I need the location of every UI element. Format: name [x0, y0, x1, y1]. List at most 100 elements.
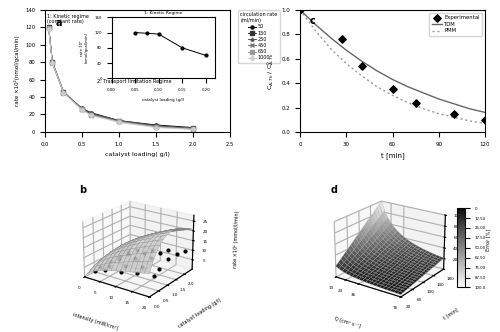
250 [79, 107, 85, 111]
Experimental [481, 117, 489, 123]
Text: d: d [330, 185, 338, 195]
450 [116, 120, 122, 124]
50 [88, 111, 94, 115]
650 [88, 113, 94, 117]
650 [79, 107, 85, 111]
450 [79, 107, 85, 111]
Text: a: a [56, 18, 62, 28]
Legend: Experimental, TDM, PMM: Experimental, TDM, PMM [429, 13, 482, 36]
Experimental [338, 37, 345, 42]
TDM [359, 59, 365, 63]
TDM [436, 97, 442, 101]
PMM [466, 119, 472, 123]
TDM [297, 8, 303, 12]
Line: 450: 450 [47, 27, 195, 130]
1000 [88, 113, 94, 117]
650 [190, 127, 196, 131]
1000 [60, 91, 66, 95]
TDM [405, 85, 411, 89]
TDM [312, 23, 318, 27]
Line: PMM: PMM [300, 10, 485, 124]
50 [116, 119, 122, 123]
250 [116, 119, 122, 123]
150 [50, 60, 56, 64]
Y-axis label: rate ×10²(nmol/gcal/min): rate ×10²(nmol/gcal/min) [14, 36, 20, 106]
50 [50, 61, 56, 65]
1000 [79, 108, 85, 112]
650 [46, 26, 52, 30]
150 [79, 107, 85, 111]
TDM [420, 91, 426, 95]
Line: 250: 250 [47, 26, 195, 130]
TDM [390, 77, 396, 81]
250 [60, 90, 66, 94]
Line: TDM: TDM [300, 10, 485, 113]
TDM [482, 111, 488, 115]
PMM [297, 8, 303, 12]
Experimental [412, 100, 420, 105]
PMM [405, 101, 411, 105]
450 [88, 113, 94, 117]
PMM [436, 112, 442, 116]
Y-axis label: C$_{A,Tk}$ / C$^0_{A, Tk}$: C$_{A,Tk}$ / C$^0_{A, Tk}$ [266, 52, 276, 90]
450 [153, 125, 159, 129]
150 [46, 25, 52, 29]
Line: 150: 150 [47, 26, 195, 130]
Line: 1000: 1000 [47, 28, 195, 131]
TDM [344, 48, 349, 52]
TDM [328, 36, 334, 40]
450 [46, 26, 52, 30]
X-axis label: Q [cm³ s⁻¹]: Q [cm³ s⁻¹] [334, 316, 360, 328]
150 [88, 112, 94, 116]
Legend: 50, 150, 250, 450, 650, 1000: 50, 150, 250, 450, 650, 1000 [238, 10, 280, 63]
650 [60, 91, 66, 95]
250 [153, 124, 159, 128]
Text: c: c [310, 16, 315, 26]
PMM [312, 29, 318, 33]
450 [190, 126, 196, 130]
PMM [390, 93, 396, 97]
PMM [344, 62, 349, 66]
Text: 1: Kinetic regime
(constant rate): 1: Kinetic regime (constant rate) [47, 14, 88, 25]
Text: b: b [79, 185, 86, 195]
650 [50, 61, 56, 65]
X-axis label: intensity (mW/cm²): intensity (mW/cm²) [72, 313, 119, 332]
TDM [451, 102, 457, 106]
50 [153, 123, 159, 127]
Experimental [450, 111, 458, 116]
Y-axis label: t [min]: t [min] [442, 307, 460, 320]
Experimental [296, 7, 304, 13]
PMM [482, 122, 488, 125]
250 [88, 112, 94, 116]
150 [116, 119, 122, 123]
Line: 50: 50 [47, 26, 195, 129]
TDM [466, 107, 472, 111]
1000 [46, 27, 52, 31]
X-axis label: t [min]: t [min] [380, 152, 404, 159]
250 [190, 126, 196, 130]
250 [50, 60, 56, 64]
1000 [190, 127, 196, 131]
X-axis label: catalyst loading( g/l): catalyst loading( g/l) [105, 152, 170, 157]
150 [153, 124, 159, 128]
50 [60, 91, 66, 95]
Text: 2: Transport limitation Regime: 2: Transport limitation Regime [97, 79, 172, 84]
150 [60, 90, 66, 94]
PMM [328, 47, 334, 51]
Line: 650: 650 [47, 27, 195, 131]
650 [153, 125, 159, 129]
1000 [116, 120, 122, 124]
Experimental [388, 87, 396, 92]
50 [46, 25, 52, 29]
TDM [374, 69, 380, 73]
1000 [50, 61, 56, 65]
250 [46, 25, 52, 29]
PMM [359, 74, 365, 78]
Experimental [358, 63, 366, 69]
50 [79, 107, 85, 111]
50 [190, 125, 196, 129]
650 [116, 120, 122, 124]
150 [190, 126, 196, 130]
1000 [153, 125, 159, 129]
PMM [420, 107, 426, 111]
